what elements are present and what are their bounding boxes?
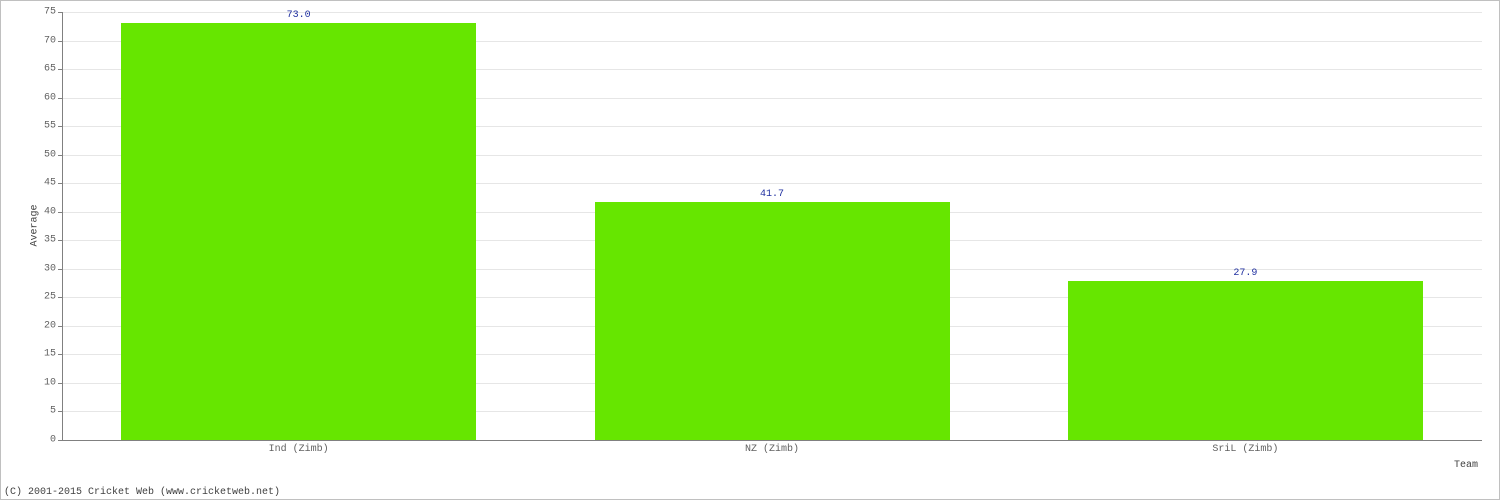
y-tick-label: 55 [44, 121, 62, 132]
y-tick-label: 0 [50, 435, 62, 446]
chart-container: 0 5 10 15 20 25 30 35 40 45 50 55 60 65 70 75 73.0 Ind (Z… [0, 0, 1500, 500]
y-tick-label: 40 [44, 206, 62, 217]
plot-area: 05101520253035404550556065707573.0Ind (Z… [62, 12, 1482, 440]
y-tick-label: 10 [44, 377, 62, 388]
bar [595, 202, 950, 440]
bar [121, 23, 476, 440]
x-tick-label: SriL (Zimb) [1212, 440, 1278, 455]
y-tick-label: 5 [50, 406, 62, 417]
y-tick-label: 50 [44, 149, 62, 160]
bar-value-label: 73.0 [287, 10, 311, 21]
y-tick-label: 20 [44, 320, 62, 331]
y-axis-line [62, 12, 63, 440]
x-tick-label: NZ (Zimb) [745, 440, 799, 455]
bar [1068, 281, 1423, 440]
x-tick-label: Ind (Zimb) [269, 440, 329, 455]
grid-line [62, 12, 1482, 13]
y-tick-label: 15 [44, 349, 62, 360]
x-axis-title: Team [1454, 460, 1478, 471]
y-tick-label: 75 [44, 7, 62, 18]
y-tick-label: 65 [44, 64, 62, 75]
y-tick-label: 70 [44, 35, 62, 46]
y-tick-label: 25 [44, 292, 62, 303]
copyright-text: (C) 2001-2015 Cricket Web (www.cricketwe… [4, 487, 280, 498]
bar-value-label: 41.7 [760, 189, 784, 200]
bar-value-label: 27.9 [1233, 268, 1257, 279]
y-tick-label: 45 [44, 178, 62, 189]
y-axis-title: Average [30, 204, 41, 246]
y-tick-label: 35 [44, 235, 62, 246]
y-tick-label: 60 [44, 92, 62, 103]
y-tick-label: 30 [44, 263, 62, 274]
